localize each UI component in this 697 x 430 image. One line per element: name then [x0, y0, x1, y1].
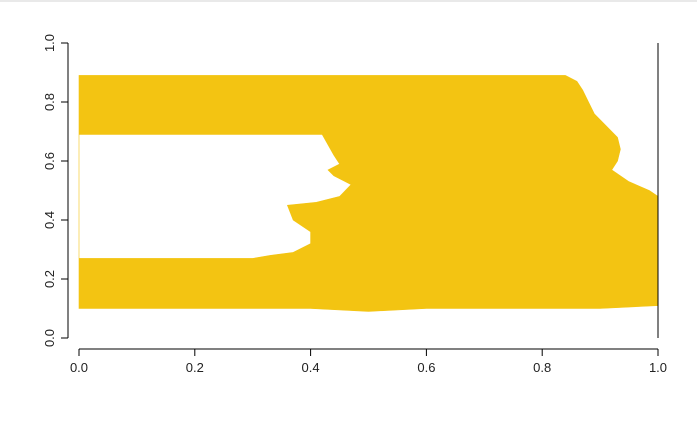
x-tick-label: 0.2 [186, 360, 204, 375]
x-tick-label: 0.0 [70, 360, 88, 375]
x-tick-label: 1.0 [649, 360, 667, 375]
y-tick-label: 0.6 [42, 152, 57, 170]
y-tick-label: 1.0 [42, 34, 57, 52]
x-ticks: 0.0 0.2 0.4 0.6 0.8 1.0 [70, 349, 667, 375]
x-tick-label: 0.8 [533, 360, 551, 375]
window-top-border [0, 0, 697, 2]
axes-layer [67, 43, 659, 350]
x-tick-label: 0.4 [302, 360, 320, 375]
data-layer [78, 75, 659, 312]
y-tick-label: 0.4 [42, 211, 57, 229]
y-tick-label: 0.2 [42, 270, 57, 288]
filled-region [78, 75, 659, 312]
y-tick-label: 0.0 [42, 329, 57, 347]
y-ticks: 0.0 0.2 0.4 0.6 0.8 1.0 [42, 34, 68, 347]
y-tick-label: 0.8 [42, 93, 57, 111]
x-tick-label: 0.6 [417, 360, 435, 375]
